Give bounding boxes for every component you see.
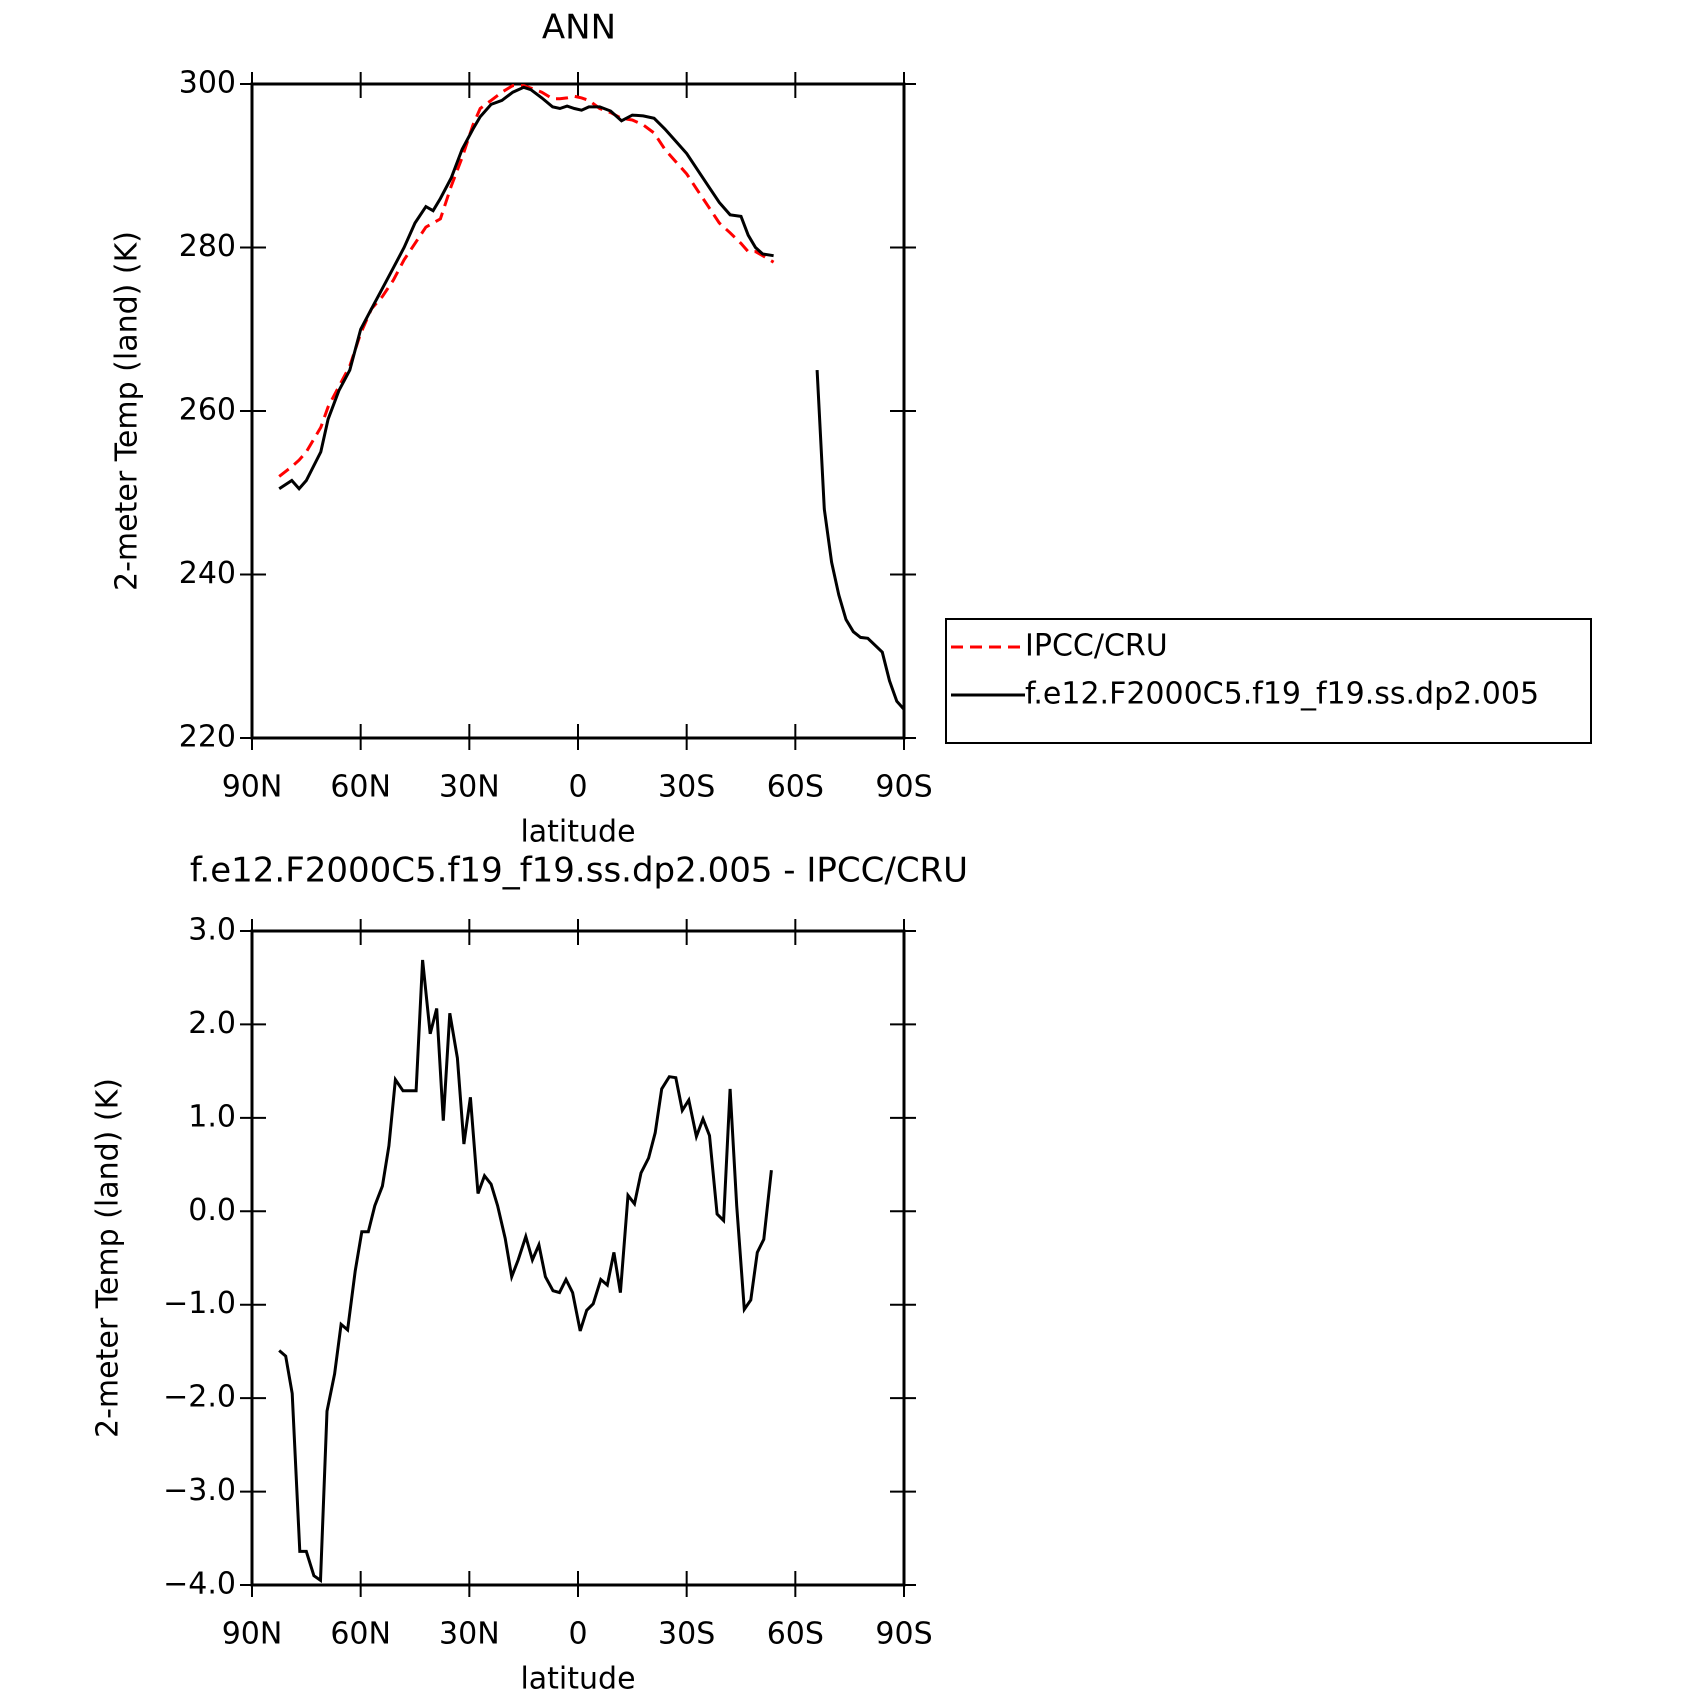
x-tick-label: 90S <box>875 1617 932 1652</box>
y-tick-label: 1.0 <box>188 1099 236 1134</box>
legend-box <box>945 618 1592 744</box>
y-tick-label: −2.0 <box>163 1380 236 1415</box>
x-tick-label: 60S <box>767 1617 824 1652</box>
x-tick-label: 30N <box>439 1617 500 1652</box>
plot-frame <box>250 929 906 1587</box>
x-tick-label: 0 <box>568 770 587 805</box>
x-axis-label: latitude <box>520 1662 635 1697</box>
y-axis-label: 2-meter Temp (land) (K) <box>91 1078 126 1438</box>
y-tick-label: 2.0 <box>188 1006 236 1041</box>
x-tick-label: 60N <box>330 770 391 805</box>
chart-title: f.e12.F2000C5.f19_f19.ss.dp2.005 - IPCC/… <box>190 851 968 891</box>
x-tick-label: 0 <box>568 1617 587 1652</box>
y-tick-label: −4.0 <box>163 1567 236 1602</box>
data-line <box>278 84 775 478</box>
legend-label: f.e12.F2000C5.f19_f19.ss.dp2.005 <box>1025 677 1539 712</box>
y-tick-label: 3.0 <box>188 913 236 948</box>
y-tick-label: −3.0 <box>163 1473 236 1508</box>
y-tick-label: 240 <box>179 556 236 591</box>
x-tick-label: 60S <box>767 770 824 805</box>
x-tick-label: 30S <box>658 1617 715 1652</box>
data-line <box>278 85 906 711</box>
x-tick-label: 90S <box>875 770 932 805</box>
y-tick-label: 0.0 <box>188 1193 236 1228</box>
legend-label: IPCC/CRU <box>1025 629 1168 664</box>
x-tick-label: 30S <box>658 770 715 805</box>
y-axis-label: 2-meter Temp (land) (K) <box>110 231 145 591</box>
y-tick-label: −1.0 <box>163 1286 236 1321</box>
x-tick-label: 90N <box>222 770 283 805</box>
y-tick-label: 220 <box>179 720 236 755</box>
data-line <box>278 959 773 1584</box>
plot-frame <box>250 82 906 740</box>
chart-title: ANN <box>542 8 616 48</box>
x-tick-label: 90N <box>222 1617 283 1652</box>
y-tick-label: 300 <box>179 66 236 101</box>
x-tick-label: 60N <box>330 1617 391 1652</box>
x-axis-label: latitude <box>520 815 635 850</box>
x-tick-label: 30N <box>439 770 500 805</box>
y-tick-label: 280 <box>179 229 236 264</box>
y-tick-label: 260 <box>179 393 236 428</box>
